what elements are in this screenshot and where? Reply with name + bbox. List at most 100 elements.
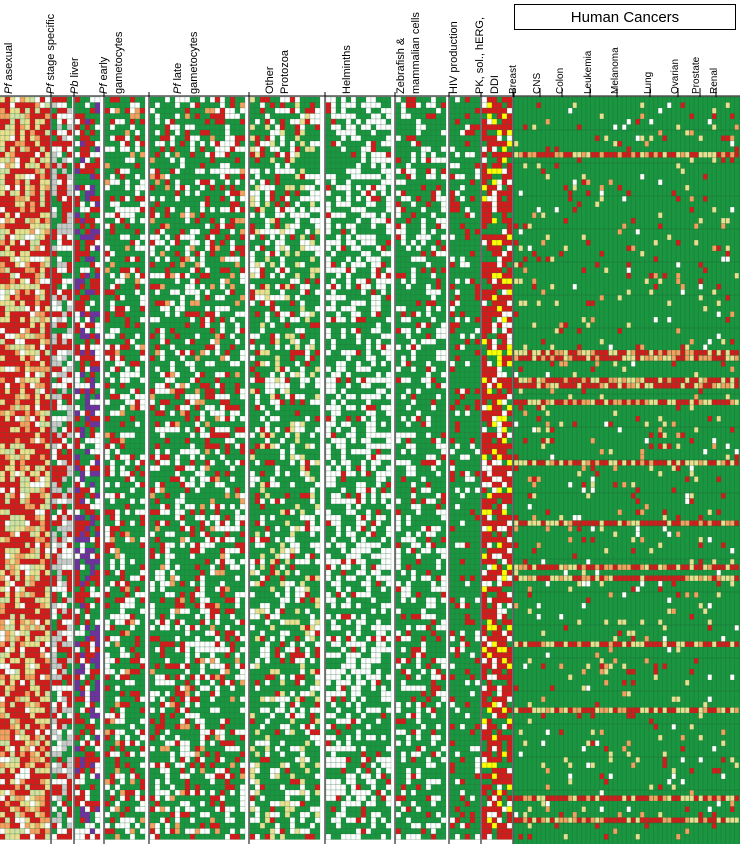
heatmap-cell (129, 404, 136, 411)
heatmap-cell (39, 498, 46, 505)
heatmap-cell (34, 811, 41, 818)
heatmap-cell (129, 294, 136, 301)
heatmap-cell (239, 454, 246, 461)
heatmap-cell (239, 157, 246, 164)
heatmap-cell (66, 118, 73, 125)
heatmap-cell (89, 410, 96, 417)
heatmap-cell (56, 245, 63, 252)
heatmap-cell (154, 146, 161, 153)
heatmap-cell (61, 201, 68, 208)
heatmap-cell (104, 817, 111, 824)
heatmap-cell (109, 547, 116, 554)
heatmap-cell (9, 503, 16, 510)
heatmap-cell (129, 388, 136, 395)
heatmap-cell (229, 338, 236, 345)
heatmap-cell (139, 811, 146, 818)
heatmap-cell (61, 360, 68, 367)
heatmap-cell (134, 509, 141, 516)
heatmap-cell (209, 437, 216, 444)
heatmap-cell (104, 107, 111, 114)
heatmap-cell (9, 487, 16, 494)
heatmap-cell (184, 272, 191, 279)
heatmap-cell (229, 113, 236, 120)
heatmap-cell (129, 646, 136, 653)
heatmap-cell (184, 140, 191, 147)
heatmap-cell (4, 415, 11, 422)
heatmap-cell (224, 272, 231, 279)
heatmap-cell (84, 784, 91, 791)
heatmap-cell (169, 377, 176, 384)
heatmap-cell (134, 283, 141, 290)
heatmap-cell (56, 597, 63, 604)
heatmap-cell (39, 239, 46, 246)
heatmap-cell (56, 514, 63, 521)
heatmap-cell (184, 360, 191, 367)
heatmap-cell (34, 393, 41, 400)
heatmap-cell (89, 575, 96, 582)
heatmap-cell (109, 382, 116, 389)
heatmap-cell (34, 426, 41, 433)
heatmap-cell (94, 300, 101, 307)
heatmap-cell (61, 481, 68, 488)
heatmap-cell (114, 630, 121, 637)
heatmap-cell (4, 663, 11, 670)
heatmap-cell (29, 107, 36, 114)
heatmap-cell (104, 234, 111, 241)
heatmap-cell (74, 234, 81, 241)
heatmap-cell (74, 481, 81, 488)
heatmap-cell (134, 696, 141, 703)
heatmap-cell (109, 520, 116, 527)
heatmap-cell (189, 377, 196, 384)
heatmap-cell (66, 542, 73, 549)
heatmap-cell (224, 157, 231, 164)
heatmap-cell (19, 245, 26, 252)
heatmap-cell (0, 278, 6, 285)
heatmap-cell (139, 448, 146, 455)
heatmap-cell (129, 756, 136, 763)
heatmap-cell (56, 751, 63, 758)
heatmap-cell (109, 745, 116, 752)
heatmap-group-liver (74, 96, 101, 840)
heatmap-cell (4, 784, 11, 791)
heatmap-cell (84, 151, 91, 158)
heatmap-cell (124, 404, 131, 411)
heatmap-cell (184, 443, 191, 450)
heatmap-cell (129, 300, 136, 307)
heatmap-cell (14, 778, 21, 785)
heatmap-cell (19, 283, 26, 290)
heatmap-cell (114, 602, 121, 609)
heatmap-cell (229, 217, 236, 224)
heatmap-cell (104, 388, 111, 395)
heatmap-cell (94, 789, 101, 796)
heatmap-cell (56, 228, 63, 235)
heatmap-cell (169, 151, 176, 158)
heatmap-cell (214, 184, 221, 191)
heatmap-cell (34, 305, 41, 312)
heatmap-cell (74, 124, 81, 131)
heatmap-cell (234, 311, 241, 318)
heatmap-cell (164, 393, 171, 400)
heatmap-cell (4, 591, 11, 598)
heatmap-cell (189, 393, 196, 400)
heatmap-cell (44, 536, 51, 543)
heatmap-cell (239, 272, 246, 279)
heatmap-cell (199, 223, 206, 230)
heatmap-cell (109, 234, 116, 241)
heatmap-cell (179, 102, 186, 109)
heatmap-cell (124, 476, 131, 483)
heatmap-cell (204, 432, 211, 439)
heatmap-cell (24, 410, 31, 417)
heatmap-cell (39, 789, 46, 796)
heatmap-cell (51, 278, 58, 285)
heatmap-cell (129, 146, 136, 153)
heatmap-cell (51, 256, 58, 263)
heatmap-cell (84, 377, 91, 384)
heatmap-cell (79, 828, 86, 835)
heatmap-cell (179, 481, 186, 488)
heatmap-cell (34, 575, 41, 582)
heatmap-cell (119, 432, 126, 439)
heatmap-cell (109, 718, 116, 725)
heatmap-cell (109, 487, 116, 494)
heatmap-cell (19, 206, 26, 213)
heatmap-cell (209, 300, 216, 307)
